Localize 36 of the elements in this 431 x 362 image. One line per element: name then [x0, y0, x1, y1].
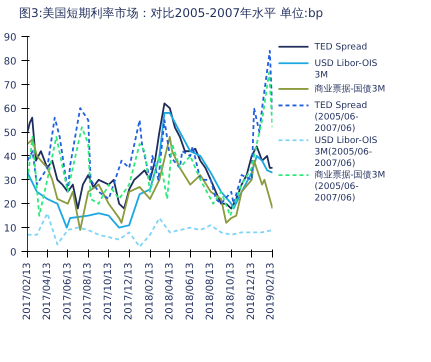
legend-label: 商业票据-国债3M [314, 84, 386, 95]
y-tick-label: 60 [4, 104, 17, 116]
x-tick-label: 2017/12/13 [124, 262, 135, 320]
y-tick-label: 50 [4, 128, 17, 140]
line-series [28, 112, 272, 229]
x-tick-label: 2018/02/13 [144, 262, 156, 320]
x-tick-label: 2018/04/13 [164, 262, 176, 320]
x-tick-label: 2017/08/13 [82, 262, 94, 320]
line-series [28, 102, 272, 210]
line-series [28, 136, 272, 231]
x-tick-label: 2017/06/13 [62, 262, 74, 320]
y-tick-label: 20 [4, 200, 17, 211]
legend-label: TED Spread [314, 42, 368, 52]
y-tick-label: 0 [10, 248, 17, 258]
y-tick-label: 80 [4, 56, 17, 68]
chart-title: 图3:美国短期利率市场：对比2005-2007年水平 单位:bp [19, 5, 324, 22]
x-tick-label: 2017/02/13 [22, 262, 33, 320]
x-tick-label: 2017/10/13 [103, 262, 114, 320]
legend-label: 商业票据-国债3M(2005/06-2007/06) [314, 170, 386, 204]
x-tick-label: 2018/12/13 [246, 262, 258, 320]
y-tick-label: 90 [4, 32, 17, 44]
x-tick-label: 2019/02/13 [266, 262, 276, 320]
y-tick-label: 40 [4, 152, 17, 163]
line-series [28, 71, 272, 217]
y-tick-label: 10 [4, 224, 17, 235]
x-tick-label: 2018/06/13 [184, 262, 196, 320]
line-series [28, 50, 272, 205]
x-tick-label: 2017/04/13 [42, 262, 53, 320]
legend-label: USD Libor-OIS 3M(2005/06-2007/06) [314, 136, 378, 169]
x-tick-label: 2018/10/13 [226, 262, 237, 320]
legend-label: TED Spread(2005/06-2007/06) [314, 101, 368, 134]
y-tick-label: 70 [4, 80, 17, 92]
y-tick-label: 30 [4, 176, 17, 187]
line-series [28, 212, 272, 248]
legend-label: USD Libor-OIS 3M [314, 58, 378, 80]
x-tick-label: 2018/08/13 [205, 262, 216, 320]
